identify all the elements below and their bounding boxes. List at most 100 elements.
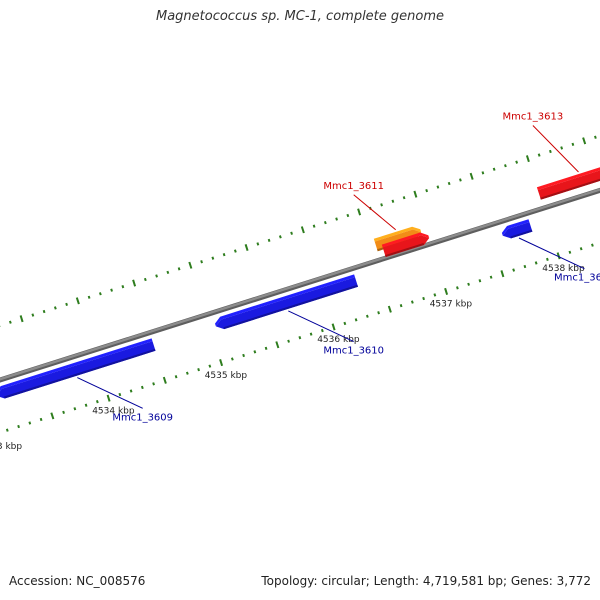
outer-tick-mark bbox=[436, 185, 440, 189]
gene-arrow-top bbox=[536, 167, 600, 191]
inner-tick-mark bbox=[287, 339, 290, 343]
inner-tick-mark bbox=[208, 364, 212, 368]
gene-arrow-top bbox=[215, 274, 355, 327]
inner-tick-mark bbox=[579, 247, 583, 251]
outer-tick-mark bbox=[560, 146, 564, 150]
inner-tick-mark bbox=[489, 275, 493, 279]
inner-tick-mark bbox=[95, 399, 99, 404]
outer-tick-mark bbox=[537, 153, 541, 157]
inner-tick-mark bbox=[140, 385, 144, 390]
outer-tick-mark bbox=[87, 295, 91, 299]
inner-tick-mark bbox=[253, 350, 257, 354]
outer-tick-mark bbox=[402, 196, 406, 200]
outer-tick-mark bbox=[594, 135, 597, 139]
gene-label[interactable]: Mmc1_3610 bbox=[323, 346, 384, 357]
gene-label-leader bbox=[77, 377, 143, 409]
outer-tick-mark bbox=[211, 256, 215, 260]
genome-backbone bbox=[0, 187, 600, 383]
scale-label: 4538 kbp bbox=[542, 264, 585, 274]
backbone-highlight bbox=[0, 188, 600, 381]
inner-tick-mark bbox=[39, 417, 43, 422]
outer-tick-mark bbox=[222, 253, 226, 257]
outer-tick-mark bbox=[571, 142, 575, 146]
inner-tick-mark bbox=[422, 296, 425, 301]
outer-tick-mark bbox=[110, 288, 113, 292]
inner-tick-mark bbox=[354, 318, 358, 322]
outer-tick-mark bbox=[121, 284, 125, 289]
outer-tick-mark bbox=[267, 238, 271, 242]
outer-tick-mark bbox=[515, 160, 519, 164]
inner-tick-mark bbox=[17, 424, 20, 429]
inner-tick-mark bbox=[129, 389, 133, 393]
inner-tick-mark bbox=[106, 394, 111, 402]
scale-label: 4536 kbp bbox=[317, 335, 360, 345]
inner-tick-mark bbox=[264, 346, 268, 350]
outer-tick-mark bbox=[335, 217, 338, 221]
inner-tick-mark bbox=[309, 332, 313, 336]
outer-tick-mark bbox=[391, 199, 395, 203]
outer-tick-mark bbox=[19, 315, 24, 323]
gene-features bbox=[0, 166, 600, 399]
inner-tick-mark bbox=[298, 335, 302, 340]
inner-tick-mark bbox=[556, 252, 561, 260]
map-title: Magnetococcus sp. MC-1, complete genome bbox=[155, 9, 445, 24]
gene-arrow-top bbox=[381, 232, 430, 248]
gene-label[interactable]: Mmc1_3609 bbox=[112, 412, 173, 423]
gene-arrow[interactable] bbox=[537, 166, 600, 200]
outer-tick-mark bbox=[166, 270, 170, 275]
gene-arrow-shadow bbox=[510, 229, 533, 239]
inner-tick-mark bbox=[456, 286, 459, 290]
inner-tick-mark bbox=[534, 261, 538, 265]
outer-tick-mark bbox=[447, 181, 451, 186]
gene-arrow-top bbox=[501, 219, 530, 236]
gene-arrow[interactable] bbox=[215, 277, 358, 330]
gene-arrow-top bbox=[0, 338, 153, 392]
inner-tick-mark bbox=[84, 403, 88, 407]
inner-tick-mark bbox=[512, 268, 516, 272]
gene-arrow-shadow bbox=[540, 178, 600, 200]
outer-tick-mark bbox=[481, 171, 485, 175]
inner-tick-mark bbox=[174, 375, 178, 379]
gene-arrow[interactable] bbox=[502, 222, 533, 239]
gene-arrow[interactable] bbox=[0, 341, 156, 399]
outer-tick-mark bbox=[65, 302, 68, 306]
inner-tick-mark bbox=[331, 323, 336, 331]
inner-tick-mark bbox=[62, 410, 65, 414]
gene-label[interactable]: Mmc1_3613 bbox=[503, 112, 564, 123]
gene-label-leader bbox=[518, 237, 585, 270]
outer-tick-mark bbox=[75, 297, 80, 305]
gene-arrow-shadow bbox=[385, 243, 425, 257]
scale-labels: 4533 kbp 4534 kbp 4535 kbp 4536 kbp 4537 kbp… bbox=[0, 264, 585, 452]
outer-tick-mark bbox=[380, 203, 383, 207]
inner-tick-mark bbox=[433, 293, 437, 297]
gene-labels: Mmc1_3609 Mmc1_3610 Mmc1_3611 Mmc1_3612 Mmc1… bbox=[77, 112, 600, 423]
inner-tick-mark bbox=[73, 407, 77, 411]
gene-label[interactable]: Mmc1_3611 bbox=[323, 181, 384, 192]
outer-tick-mark bbox=[492, 167, 496, 171]
outer-tick-mark bbox=[323, 220, 327, 225]
inner-tick-mark bbox=[185, 371, 189, 375]
scale-label: 4537 kbp bbox=[430, 300, 473, 310]
topology-summary: Topology: circular; Length: 4,719,581 bp… bbox=[261, 574, 591, 588]
gene-arrow-shadow bbox=[4, 348, 156, 399]
outer-tick-mark bbox=[346, 213, 350, 218]
outer-tick-mark bbox=[459, 178, 462, 182]
gene-label[interactable]: Mmc1_3612 bbox=[554, 273, 600, 284]
outer-tick-mark bbox=[256, 242, 260, 246]
inner-tick-mark bbox=[478, 279, 482, 283]
inner-tick-mark bbox=[242, 353, 245, 358]
inner-tick-mark bbox=[444, 287, 449, 295]
inner-tick-mark bbox=[28, 421, 32, 425]
outer-tick-mark bbox=[469, 172, 474, 180]
gene-arrow-top bbox=[373, 226, 422, 242]
outer-tick-mark bbox=[98, 292, 102, 296]
inner-tick-mark bbox=[5, 428, 9, 432]
gene-arrow[interactable] bbox=[382, 235, 430, 257]
inner-tick-mark bbox=[399, 304, 403, 308]
outer-tick-mark bbox=[143, 277, 147, 282]
outer-tick-mark bbox=[549, 149, 552, 154]
inner-tick-mark bbox=[50, 412, 55, 420]
inner-tick-mark bbox=[118, 392, 122, 397]
scale-label: 4533 kbp bbox=[0, 442, 22, 452]
